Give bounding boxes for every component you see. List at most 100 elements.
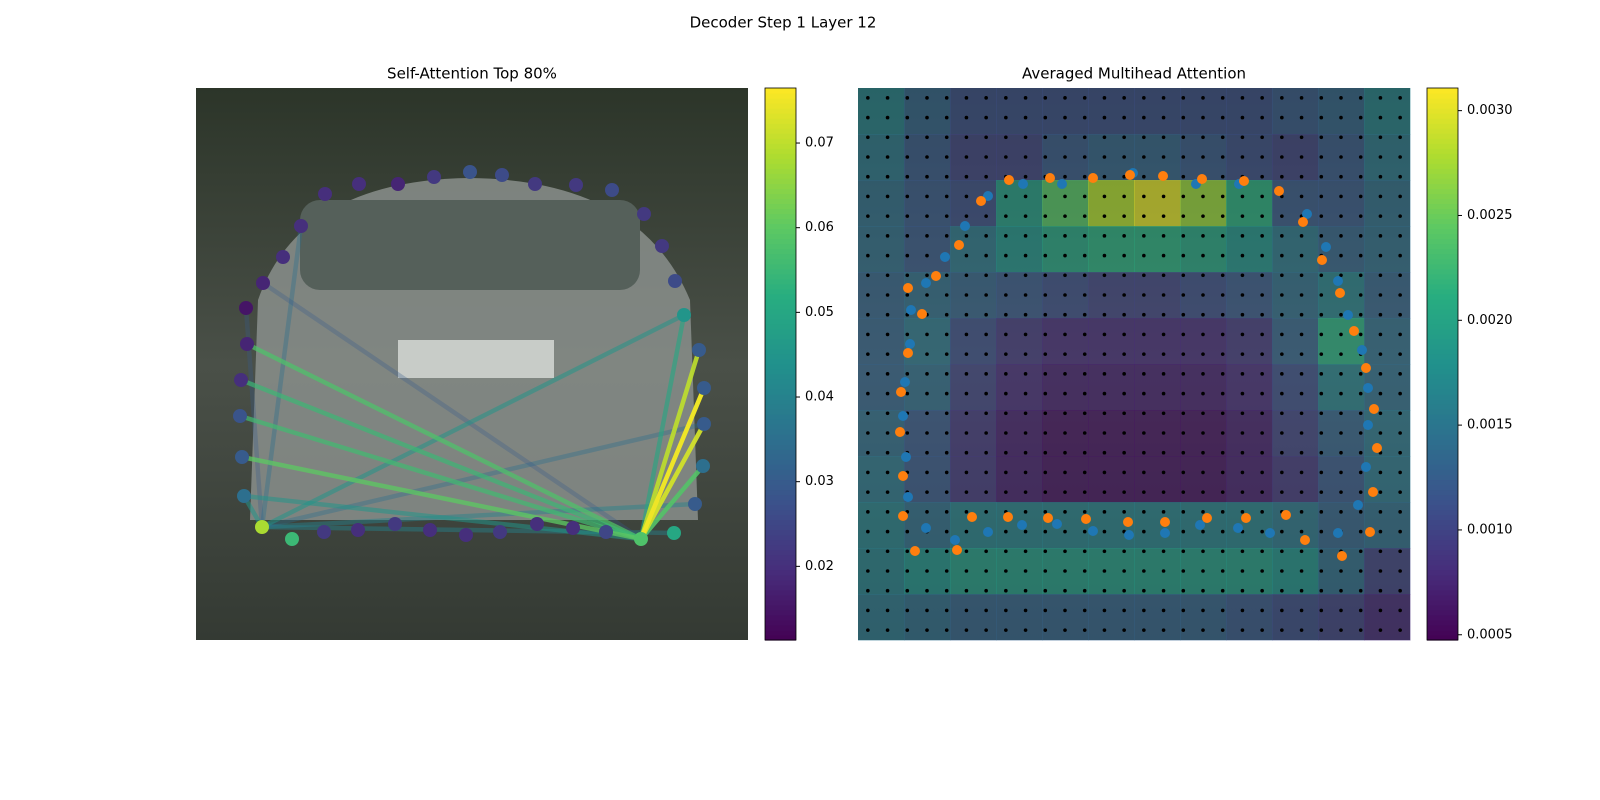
grid-dot xyxy=(1181,253,1186,258)
grid-dot xyxy=(1260,431,1264,435)
vertex-point xyxy=(495,168,509,182)
grid-dot xyxy=(1299,96,1304,100)
reference-point xyxy=(1333,276,1343,286)
heatmap-cell xyxy=(904,364,951,411)
colorbar-band xyxy=(1427,624,1458,631)
colorbar-band xyxy=(765,364,796,370)
grid-dot xyxy=(885,411,890,416)
grid-dot xyxy=(1063,372,1067,376)
grid-dot xyxy=(1023,96,1028,100)
grid-dot xyxy=(1023,214,1028,218)
grid-dot xyxy=(1299,312,1304,317)
heatmap-cell xyxy=(1042,226,1089,273)
reference-point xyxy=(1125,170,1135,180)
colorbar-band xyxy=(1427,113,1458,119)
grid-dot xyxy=(925,450,929,455)
grid-dot xyxy=(964,470,969,475)
grid-dot xyxy=(1063,234,1067,238)
colorbar-band xyxy=(765,459,796,465)
grid-dot xyxy=(1339,194,1343,199)
grid-dot xyxy=(1201,115,1205,120)
grid-dot xyxy=(1280,253,1284,258)
colorbar-band xyxy=(1427,128,1458,134)
colorbar-band xyxy=(765,619,796,626)
grid-dot xyxy=(1102,234,1107,238)
grid-dot xyxy=(1299,588,1304,593)
grid-dot xyxy=(1339,510,1343,514)
colorbar-band xyxy=(765,499,796,506)
grid-dot xyxy=(1378,332,1383,337)
grid-dot xyxy=(1339,352,1343,356)
grid-dot xyxy=(1240,214,1245,218)
grid-dot xyxy=(1181,135,1186,140)
grid-dot xyxy=(964,253,969,258)
grid-dot xyxy=(1023,352,1028,356)
grid-dot xyxy=(1201,510,1205,514)
grid-dot xyxy=(1201,214,1205,218)
heatmap-cell xyxy=(1088,594,1135,641)
colorbar-band xyxy=(1427,459,1458,465)
grid-dot xyxy=(1161,194,1166,199)
grid-dot xyxy=(1023,608,1028,613)
colorbar-band xyxy=(765,118,796,124)
grid-dot xyxy=(984,332,988,337)
heatmap-cell xyxy=(950,180,997,227)
grid-dot xyxy=(1043,450,1048,455)
grid-dot xyxy=(984,174,988,179)
attention-edge xyxy=(237,413,644,542)
heatmap-cell xyxy=(1134,548,1181,595)
grid-dot xyxy=(1339,214,1343,218)
grid-dot xyxy=(925,155,929,159)
grid-dot xyxy=(1161,293,1166,297)
reference-point xyxy=(1363,383,1373,393)
grid-dot xyxy=(1260,293,1264,297)
grid-dot xyxy=(885,155,890,159)
grid-dot xyxy=(1161,588,1166,593)
grid-dot xyxy=(1319,431,1324,435)
reference-point xyxy=(931,271,941,281)
grid-dot xyxy=(944,549,949,554)
colorbar-band xyxy=(1427,353,1458,360)
grid-dot xyxy=(1161,214,1166,218)
colorbar-band xyxy=(765,303,796,310)
grid-dot xyxy=(1063,135,1067,140)
grid-dot xyxy=(1161,312,1166,317)
grid-dot xyxy=(1220,490,1225,494)
grid-dot xyxy=(1220,450,1225,455)
grid-dot xyxy=(944,450,949,455)
heatmap-cell xyxy=(1134,364,1181,411)
grid-dot xyxy=(1004,608,1008,613)
grid-dot xyxy=(1260,352,1264,356)
grid-dot xyxy=(1358,569,1363,573)
reference-point xyxy=(983,191,993,201)
grid-dot xyxy=(1280,470,1284,475)
grid-dot xyxy=(1063,549,1067,554)
vertex-point xyxy=(688,497,702,511)
reference-point xyxy=(1088,526,1098,536)
grid-dot xyxy=(984,155,988,159)
grid-dot xyxy=(1339,411,1343,416)
colorbar-band xyxy=(765,609,796,616)
heatmap-cell xyxy=(1134,594,1181,641)
grid-dot xyxy=(1398,194,1402,199)
grid-dot xyxy=(984,588,988,593)
grid-dot xyxy=(1319,234,1324,238)
vertex-point xyxy=(677,308,691,322)
grid-dot xyxy=(1142,431,1146,435)
grid-dot xyxy=(1378,253,1383,258)
colorbar-band xyxy=(1427,629,1458,636)
grid-dot xyxy=(1063,411,1067,416)
colorbar-band xyxy=(1427,509,1458,516)
colorbar-band xyxy=(765,158,796,164)
grid-dot xyxy=(866,194,870,199)
grid-dot xyxy=(925,293,929,297)
colorbar-band xyxy=(1427,358,1458,365)
colorbar-band xyxy=(1427,123,1458,129)
grid-dot xyxy=(1181,391,1186,396)
colorbar-band xyxy=(765,233,796,240)
panel-title: Averaged Multihead Attention xyxy=(1022,65,1246,83)
grid-dot xyxy=(984,115,988,120)
grid-dot xyxy=(1339,174,1343,179)
grid-dot xyxy=(1122,96,1126,100)
grid-dot xyxy=(885,431,890,435)
